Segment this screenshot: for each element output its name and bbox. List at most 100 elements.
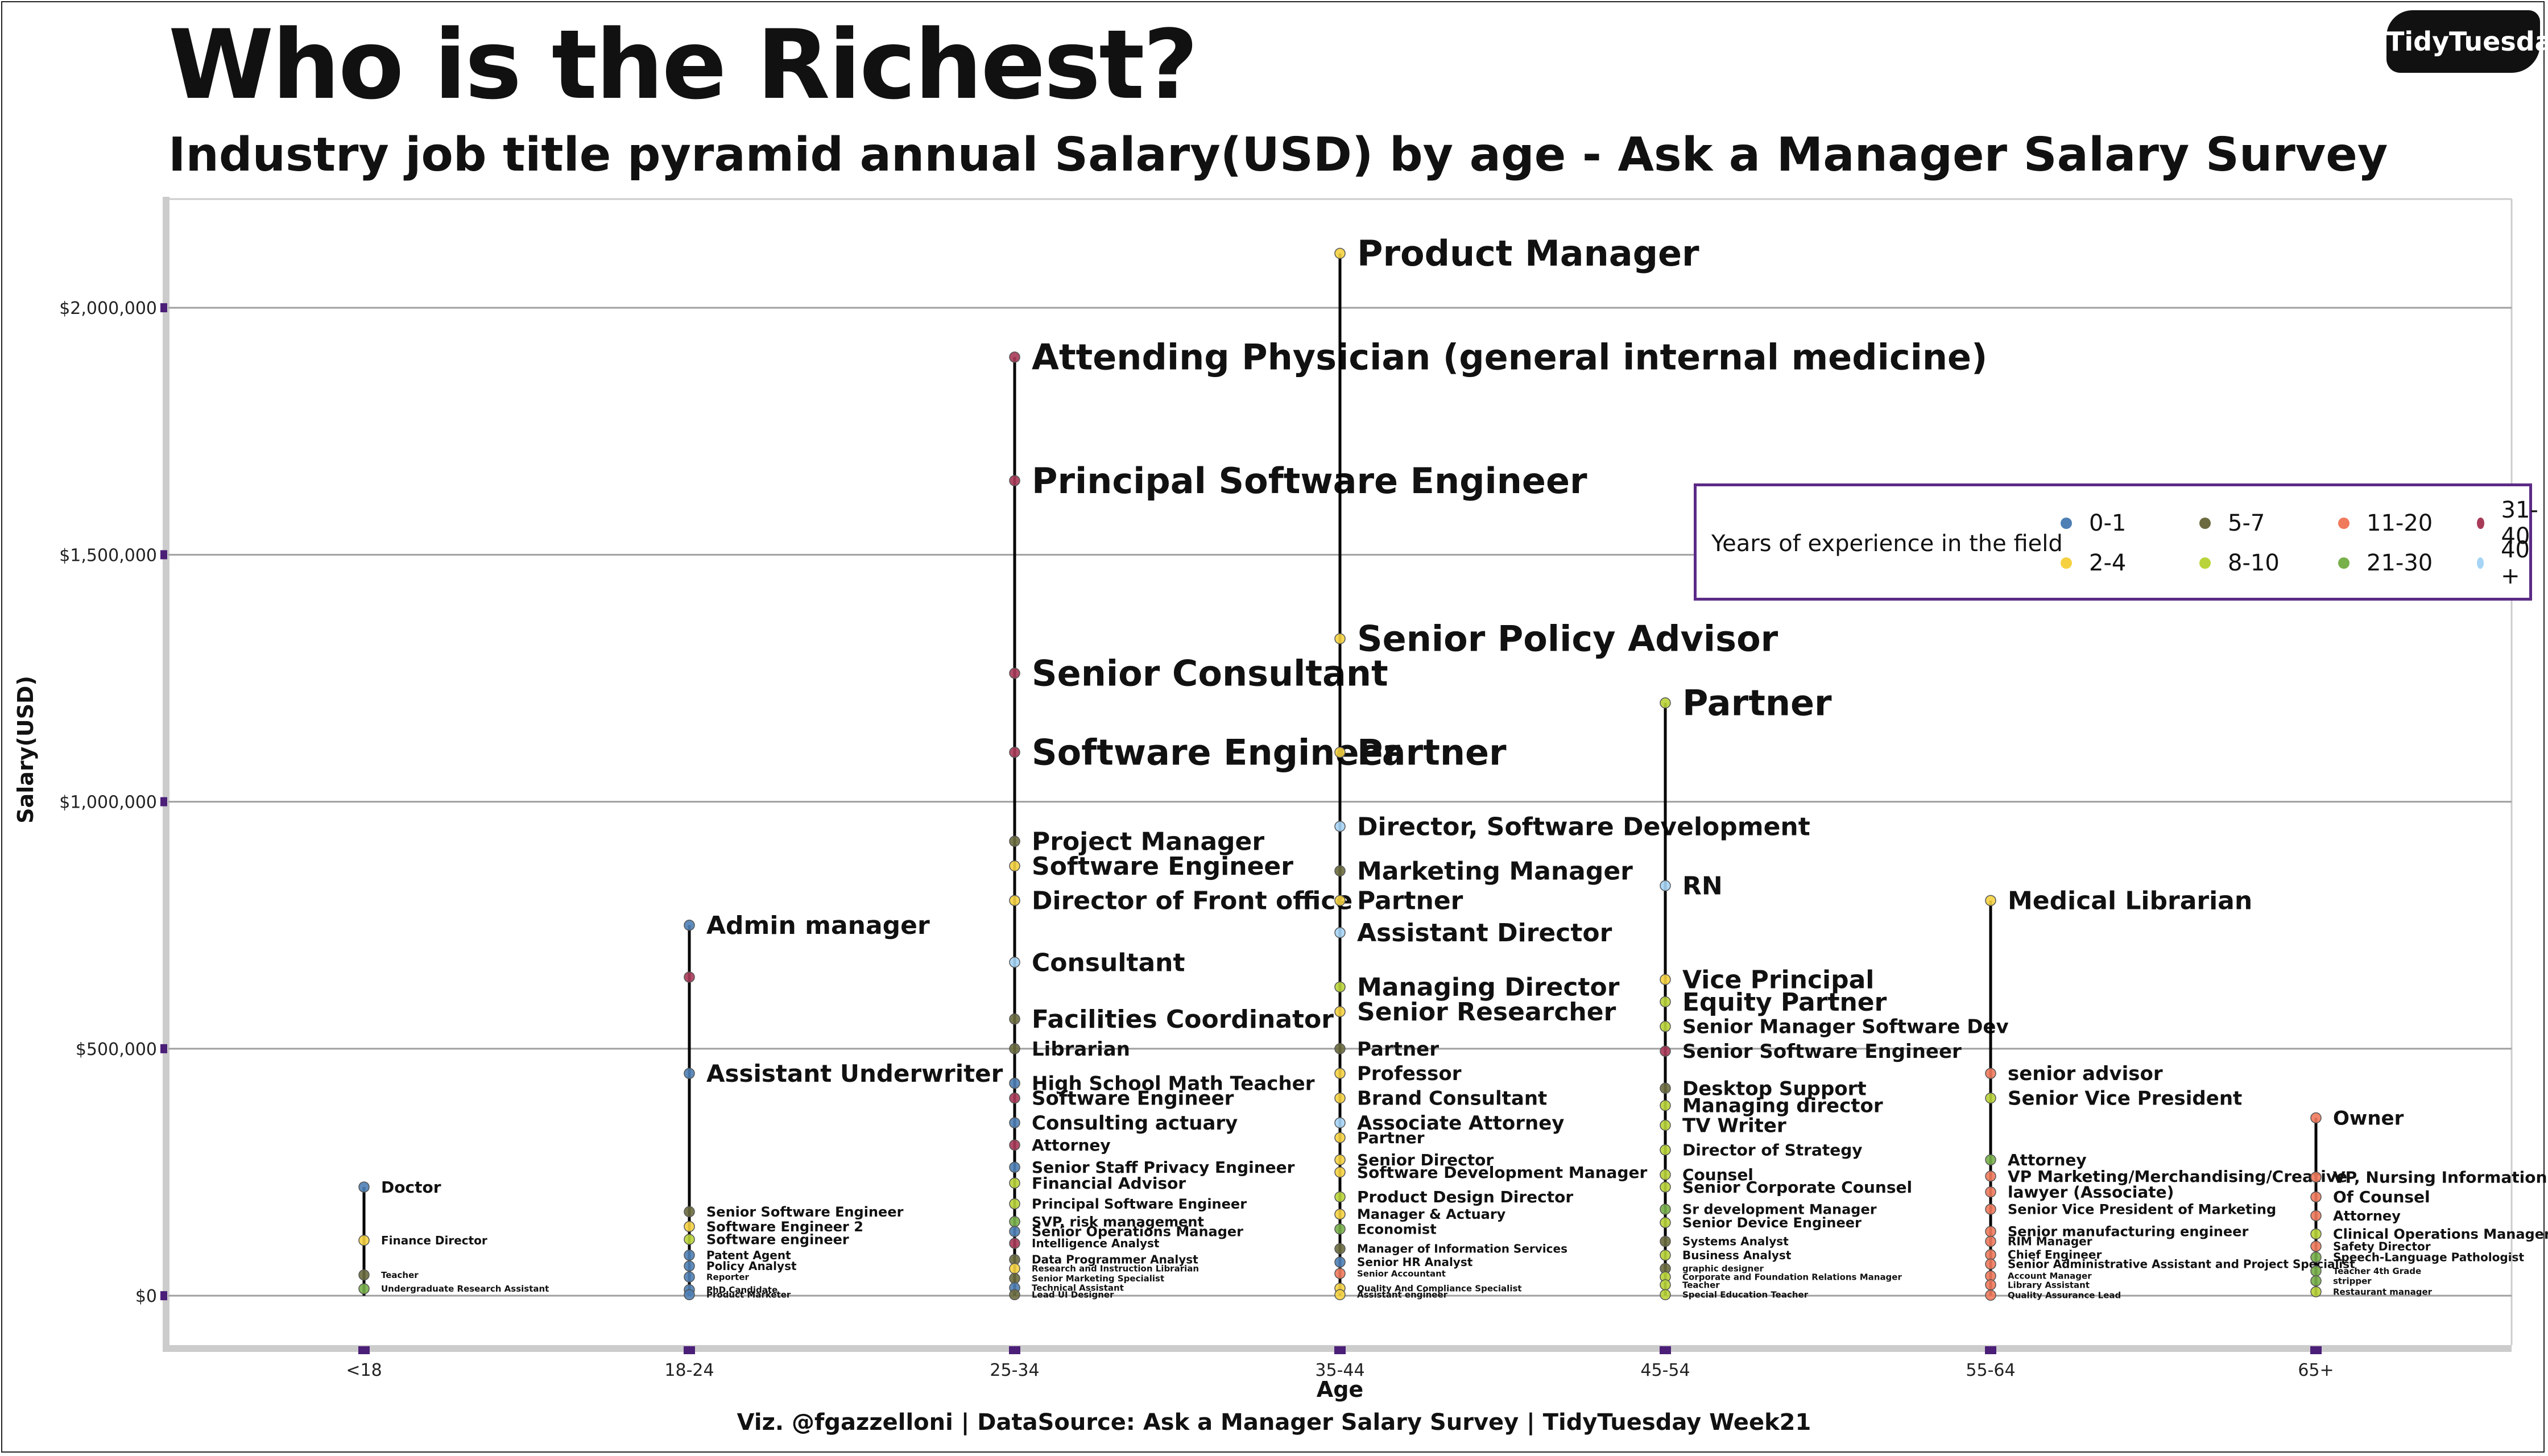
data-point	[1009, 1216, 1020, 1227]
point-label: Assistant Director	[1357, 919, 1612, 948]
point-label: Research and Instruction Librarian	[1032, 1264, 1199, 1274]
point-label: Patent Agent	[706, 1248, 791, 1262]
data-point	[2310, 1265, 2322, 1277]
point-label: Reporter	[706, 1272, 750, 1282]
data-point	[1334, 895, 1346, 907]
legend-item: 11-20	[2338, 509, 2433, 537]
point-label: Corporate and Foundation Relations Manag…	[1682, 1272, 1902, 1282]
data-point	[1009, 1077, 1020, 1089]
point-label: Library Assistant	[2008, 1280, 2090, 1290]
point-label: lawyer (Associate)	[2008, 1183, 2174, 1202]
point-label: RIM Manager	[2008, 1235, 2092, 1248]
data-point	[1334, 1256, 1346, 1268]
data-point	[2310, 1251, 2322, 1263]
data-point	[1985, 1203, 1996, 1215]
point-label: RN	[1682, 872, 1723, 901]
x-tick-mark	[1660, 1346, 1671, 1354]
point-label: Senior Software Engineer	[1682, 1040, 1962, 1063]
data-point	[1985, 895, 1996, 907]
point-label: Finance Director	[381, 1234, 487, 1247]
legend-swatch	[2338, 518, 2350, 529]
page-title: Who is the Richest?	[168, 9, 1198, 121]
legend-label: 40 +	[2501, 537, 2530, 589]
x-tick-mark	[358, 1346, 370, 1354]
data-point	[1009, 1289, 1020, 1301]
data-point	[1334, 1209, 1346, 1220]
data-point	[1660, 1045, 1671, 1057]
point-label: Assistant engineer	[1357, 1290, 1448, 1300]
y-tick-label: $1,500,000	[59, 545, 157, 565]
point-label: Senior Staff Privacy Engineer	[1032, 1158, 1295, 1177]
data-point	[1009, 1043, 1020, 1054]
data-point	[1985, 1154, 1996, 1166]
legend-label: 21-30	[2367, 550, 2433, 576]
legend-swatch	[2199, 518, 2211, 529]
x-tick-mark	[684, 1346, 695, 1354]
point-label: TV Writer	[1682, 1114, 1786, 1137]
data-point	[1334, 247, 1346, 259]
point-label: Account Manager	[2008, 1271, 2092, 1281]
x-tick-label: 18-24	[664, 1360, 714, 1380]
point-label: Intelligence Analyst	[1032, 1236, 1160, 1250]
point-label: Software engineer	[706, 1232, 849, 1248]
data-point	[358, 1181, 370, 1193]
point-label: Attorney	[2008, 1151, 2087, 1169]
y-tick-mark	[160, 303, 167, 313]
data-point	[1009, 835, 1020, 847]
legend-title: Years of experience in the field	[1711, 531, 2063, 557]
point-label: Assistant Underwriter	[706, 1060, 1003, 1087]
point-label: Teacher	[381, 1270, 419, 1280]
data-point	[1660, 974, 1671, 986]
x-tick-label: 45-54	[1640, 1360, 1690, 1380]
legend-label: 31-40	[2501, 497, 2538, 549]
point-label: Technical Assistant	[1032, 1283, 1124, 1293]
point-label: Admin manager	[706, 911, 930, 940]
point-label: Marketing Manager	[1357, 857, 1633, 886]
legend-label: 11-20	[2367, 510, 2433, 536]
data-point	[1009, 1263, 1020, 1275]
point-label: Vice Principal	[1682, 966, 1874, 995]
x-tick-label: 55-64	[1966, 1360, 2015, 1380]
data-point	[1334, 1268, 1346, 1279]
point-label: Professor	[1357, 1062, 1462, 1085]
point-label: VP Marketing/Merchandising/Creative	[2008, 1167, 2347, 1186]
caption: Viz. @fgazzelloni | DataSource: Ask a Ma…	[737, 1409, 1811, 1436]
point-label: Senior Marketing Specialist	[1032, 1273, 1164, 1284]
point-label: Data Programmer Analyst	[1032, 1253, 1198, 1267]
data-point	[358, 1269, 370, 1281]
data-point	[1009, 1272, 1020, 1284]
x-tick-label: <18	[346, 1360, 382, 1380]
y-tick-mark	[160, 797, 167, 806]
point-label: PhD Candidate	[706, 1285, 777, 1295]
point-label: Senior manufacturing engineer	[2008, 1224, 2248, 1240]
data-point	[1009, 860, 1020, 872]
point-label: Senior Device Engineer	[1682, 1215, 1862, 1231]
data-point	[1334, 1006, 1346, 1017]
data-point	[1660, 1119, 1671, 1131]
y-tick-mark	[160, 550, 167, 560]
x-tick-label: 35-44	[1315, 1360, 1364, 1380]
point-label: Teacher 4th Grade	[2333, 1266, 2421, 1276]
x-tick-mark	[1985, 1346, 1996, 1354]
y-tick-label: $1,000,000	[59, 793, 157, 813]
point-label: Manager & Actuary	[1357, 1206, 1506, 1222]
data-point	[1334, 1092, 1346, 1104]
data-point	[1009, 1117, 1020, 1128]
legend-item: 21-30	[2338, 549, 2433, 577]
point-label: Senior Policy Advisor	[1357, 618, 1778, 660]
point-label: Quality Assurance Lead	[2008, 1290, 2121, 1301]
data-point	[684, 1221, 695, 1232]
point-label: Quality And Compliance Specialist	[1357, 1283, 1522, 1293]
y-axis-title: Salary(USD)	[13, 676, 38, 824]
data-point	[1009, 1139, 1020, 1151]
point-label: Owner	[2333, 1107, 2404, 1130]
x-axis-title: Age	[1317, 1377, 1363, 1402]
tidytuesday-badge-logo: TidyTuesday	[2386, 10, 2548, 73]
y-tick-mark	[160, 1044, 167, 1053]
data-point	[1009, 895, 1020, 907]
point-label: Attending Physician (general internal me…	[1032, 337, 1987, 378]
point-label: Special Education Teacher	[1682, 1290, 1809, 1300]
data-point	[1334, 1154, 1346, 1166]
